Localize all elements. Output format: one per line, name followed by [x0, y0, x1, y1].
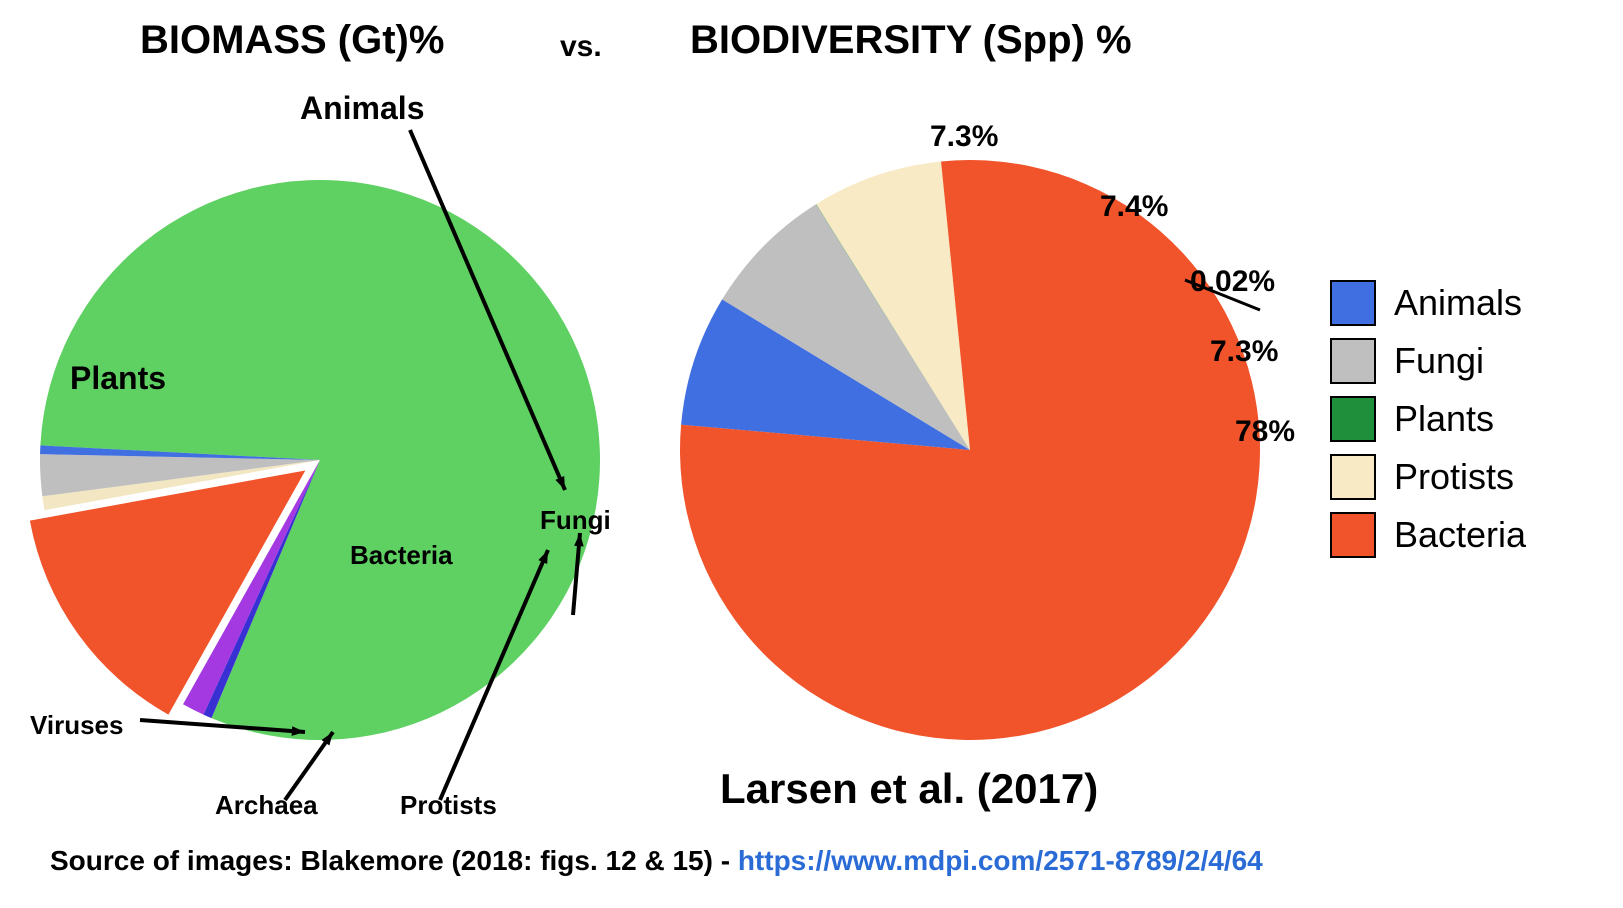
biomass-label-fungi: Fungi [540, 505, 611, 536]
annotation-arrow [573, 533, 584, 615]
legend-label: Fungi [1394, 340, 1484, 382]
biomass-label-viruses: Viruses [30, 710, 123, 741]
biodiversity-value-protists: 7.3% [1210, 335, 1278, 369]
biodiversity-value-fungi: 7.4% [1100, 190, 1168, 224]
legend-swatch [1330, 338, 1376, 384]
biodiversity-caption: Larsen et al. (2017) [720, 765, 1098, 813]
figure-root: { "titles": { "left": "BIOMASS (Gt)%", "… [0, 0, 1623, 908]
legend-swatch [1330, 512, 1376, 558]
biomass-label-bacteria: Bacteria [350, 540, 453, 571]
legend-label: Plants [1394, 398, 1494, 440]
legend-swatch [1330, 280, 1376, 326]
legend-swatch [1330, 454, 1376, 500]
citation-prefix: Source of images: Blakemore (2018: figs.… [50, 845, 738, 876]
biomass-label-protists: Protists [400, 790, 497, 821]
biodiversity-value-bacteria: 78% [1235, 415, 1295, 449]
legend: Animals Fungi Plants Protists Bacteria [1330, 280, 1526, 570]
legend-label: Animals [1394, 282, 1522, 324]
biomass-label-animals: Animals [300, 90, 424, 127]
biomass-label-plants: Plants [70, 360, 166, 397]
legend-label: Bacteria [1394, 514, 1526, 556]
citation-link[interactable]: https://www.mdpi.com/2571-8789/2/4/64 [738, 845, 1263, 876]
legend-item-fungi: Fungi [1330, 338, 1526, 384]
legend-item-protists: Protists [1330, 454, 1526, 500]
legend-item-animals: Animals [1330, 280, 1526, 326]
legend-item-bacteria: Bacteria [1330, 512, 1526, 558]
legend-swatch [1330, 396, 1376, 442]
legend-item-plants: Plants [1330, 396, 1526, 442]
source-citation: Source of images: Blakemore (2018: figs.… [50, 845, 1263, 877]
biodiversity-value-animals: 7.3% [930, 120, 998, 154]
legend-label: Protists [1394, 456, 1514, 498]
biodiversity-value-plants: 0.02% [1190, 265, 1275, 299]
biomass-label-archaea: Archaea [215, 790, 318, 821]
